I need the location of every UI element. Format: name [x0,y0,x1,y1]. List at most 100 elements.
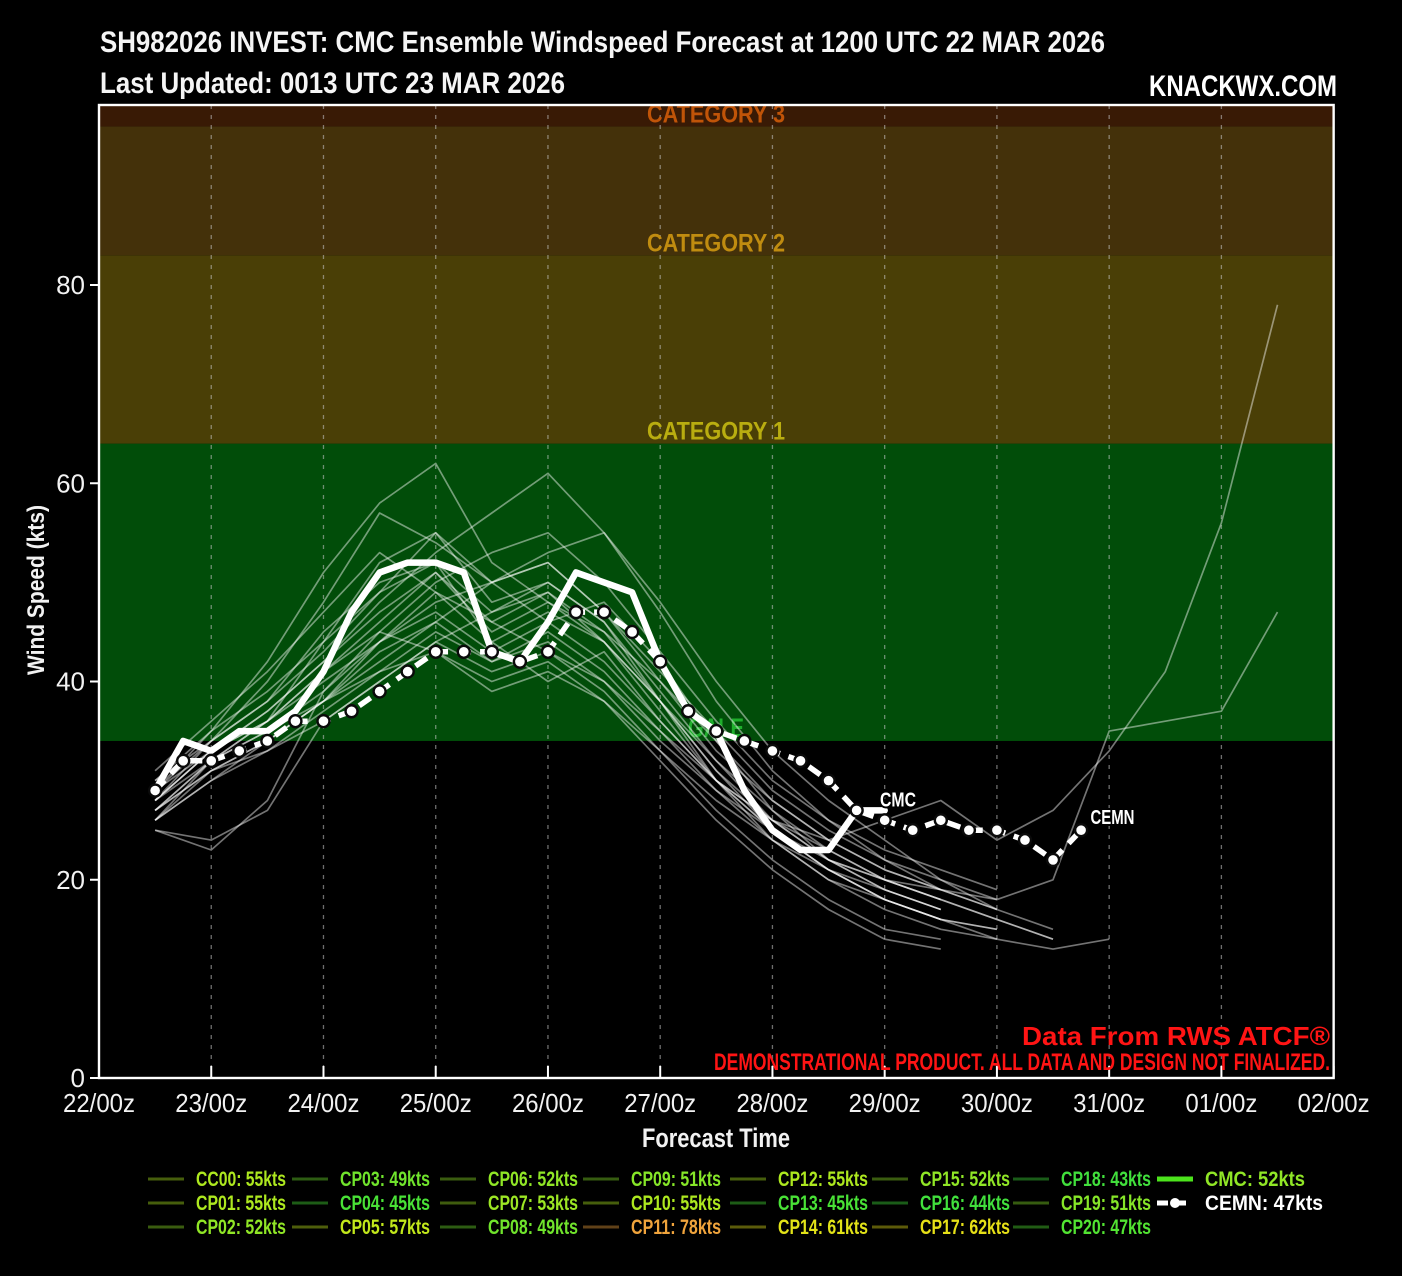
disclaimer-notice: DEMONSTRATIONAL PRODUCT. ALL DATA AND DE… [714,1049,1330,1076]
legend-item-cp12: CP12: 55kts [730,1168,868,1191]
x-tick-label: 30/00z [961,1088,1033,1118]
legend-label: CP14: 61kts [778,1216,868,1239]
cemn-marker [568,604,584,620]
legend-item-cp20: CP20: 47kts [1013,1216,1151,1239]
x-tick-label: 02/00z [1298,1088,1370,1118]
legend-item-cemn: CEMN: 47kts [1157,1192,1323,1215]
legend-label: CP09: 51kts [631,1168,721,1191]
legend-item-cp08: CP08: 49kts [440,1216,578,1239]
cemn-marker [484,644,500,659]
x-tick-label: 01/00z [1185,1088,1257,1118]
series-CP04 [154,631,942,911]
series-CP20 [154,611,1279,901]
legend-item-cp15: CP15: 52kts [872,1168,1010,1191]
band-category-1 [99,255,1334,444]
legend-item-cp04: CP04: 45kts [292,1192,430,1215]
legend-item-cp18: CP18: 43kts [1013,1168,1151,1191]
cemn-marker [260,733,275,749]
series-CEMN [153,609,1084,863]
legend-item-cp01: CP01: 55kts [148,1192,286,1215]
cemn-marker [372,684,387,699]
cemn-marker [765,743,780,759]
legend-label: CP08: 49kts [488,1216,578,1239]
annotation-cemn: CEMN [1090,807,1134,829]
legend-item-cp11: CP11: 78kts [583,1216,721,1239]
series-CP14 [154,472,998,911]
cemn-marker [793,753,808,768]
legend-label: CP04: 45kts [340,1192,430,1215]
legend-label: CP20: 47kts [1061,1216,1151,1239]
cemn-marker [737,733,752,749]
legend-label: CP15: 52kts [920,1168,1010,1191]
y-tick-label: 40 [56,667,85,697]
legend-label: CP13: 45kts [778,1192,868,1215]
cemn-marker [540,644,556,659]
cemn-marker [877,813,892,828]
legend-label: CP16: 44kts [920,1192,1010,1215]
series-CP02 [154,561,1054,941]
legend-label: CP06: 52kts [488,1168,578,1191]
x-tick-label: 28/00z [736,1088,808,1118]
series-CP08 [154,591,1110,950]
band-category-3 [99,105,1334,127]
series-CP11 [154,304,1279,841]
y-tick-label: 60 [56,468,85,498]
legend-label: CP05: 57kts [340,1216,430,1239]
cemn-marker [344,704,359,719]
legend-item-cp19: CP19: 51kts [1013,1192,1151,1215]
legend-label: CP01: 55kts [196,1192,286,1215]
series-CP01 [154,531,1054,931]
legend-swatch-marker [1170,1198,1180,1208]
legend-item-cmc: CMC: 52kts [1157,1168,1305,1191]
legend-item-cp02: CP02: 52kts [148,1216,286,1239]
series-CP17 [154,462,942,921]
legend-item-cp07: CP07: 53kts [440,1192,578,1215]
cemn-marker [849,803,864,818]
cemn-marker [624,624,640,640]
legend-item-cp05: CP05: 57kts [292,1216,430,1239]
series-CP12 [154,531,942,891]
cemn-marker [232,743,247,759]
band-gale [99,443,1334,741]
cemn-marker [709,723,724,739]
chart-subtitle: Last Updated: 0013 UTC 23 MAR 2026 [100,67,565,100]
legend-label: CP19: 51kts [1061,1192,1151,1215]
legend-label: CP11: 78kts [631,1216,721,1239]
series-CP15 [154,561,942,911]
legend-item-cp16: CP16: 44kts [872,1192,1010,1215]
x-axis-label: Forecast Time [642,1123,790,1153]
legend-label: CP03: 49kts [340,1168,430,1191]
x-tick-label: 31/00z [1073,1088,1145,1118]
legend-label: CP18: 43kts [1061,1168,1151,1191]
legend-item-cp14: CP14: 61kts [730,1216,868,1239]
series-CP07 [154,551,1054,941]
legend-item-cp06: CP06: 52kts [440,1168,578,1191]
legend-label: CP12: 55kts [778,1168,868,1191]
legend-label: CP02: 52kts [196,1216,286,1239]
legend-label: CP07: 53kts [488,1192,578,1215]
x-tick-label: 24/00z [287,1088,359,1118]
legend-label: CEMN: 47kts [1205,1192,1323,1215]
x-tick-label: 22/00z [63,1088,135,1118]
series-CP09 [154,571,942,901]
plot-border [97,103,1335,1080]
cemn-marker [428,644,443,659]
legend-item-cp10: CP10: 55kts [583,1192,721,1215]
cemn-marker [456,644,471,659]
cemn-marker [933,813,948,828]
cemn-marker [1073,822,1089,838]
cemn-marker [175,753,191,768]
legend-label: CC00: 55kts [196,1168,286,1191]
legend-item-cp03: CP03: 49kts [292,1168,430,1191]
cemn-marker [512,654,528,669]
x-tick-label: 27/00z [624,1088,696,1118]
series-CP13 [154,631,998,941]
y-tick-label: 20 [56,865,85,895]
band-category-2 [99,126,1334,256]
cemn-marker [681,704,696,719]
cemn-marker [905,822,920,838]
legend-item-cc00: CC00: 55kts [148,1168,286,1191]
